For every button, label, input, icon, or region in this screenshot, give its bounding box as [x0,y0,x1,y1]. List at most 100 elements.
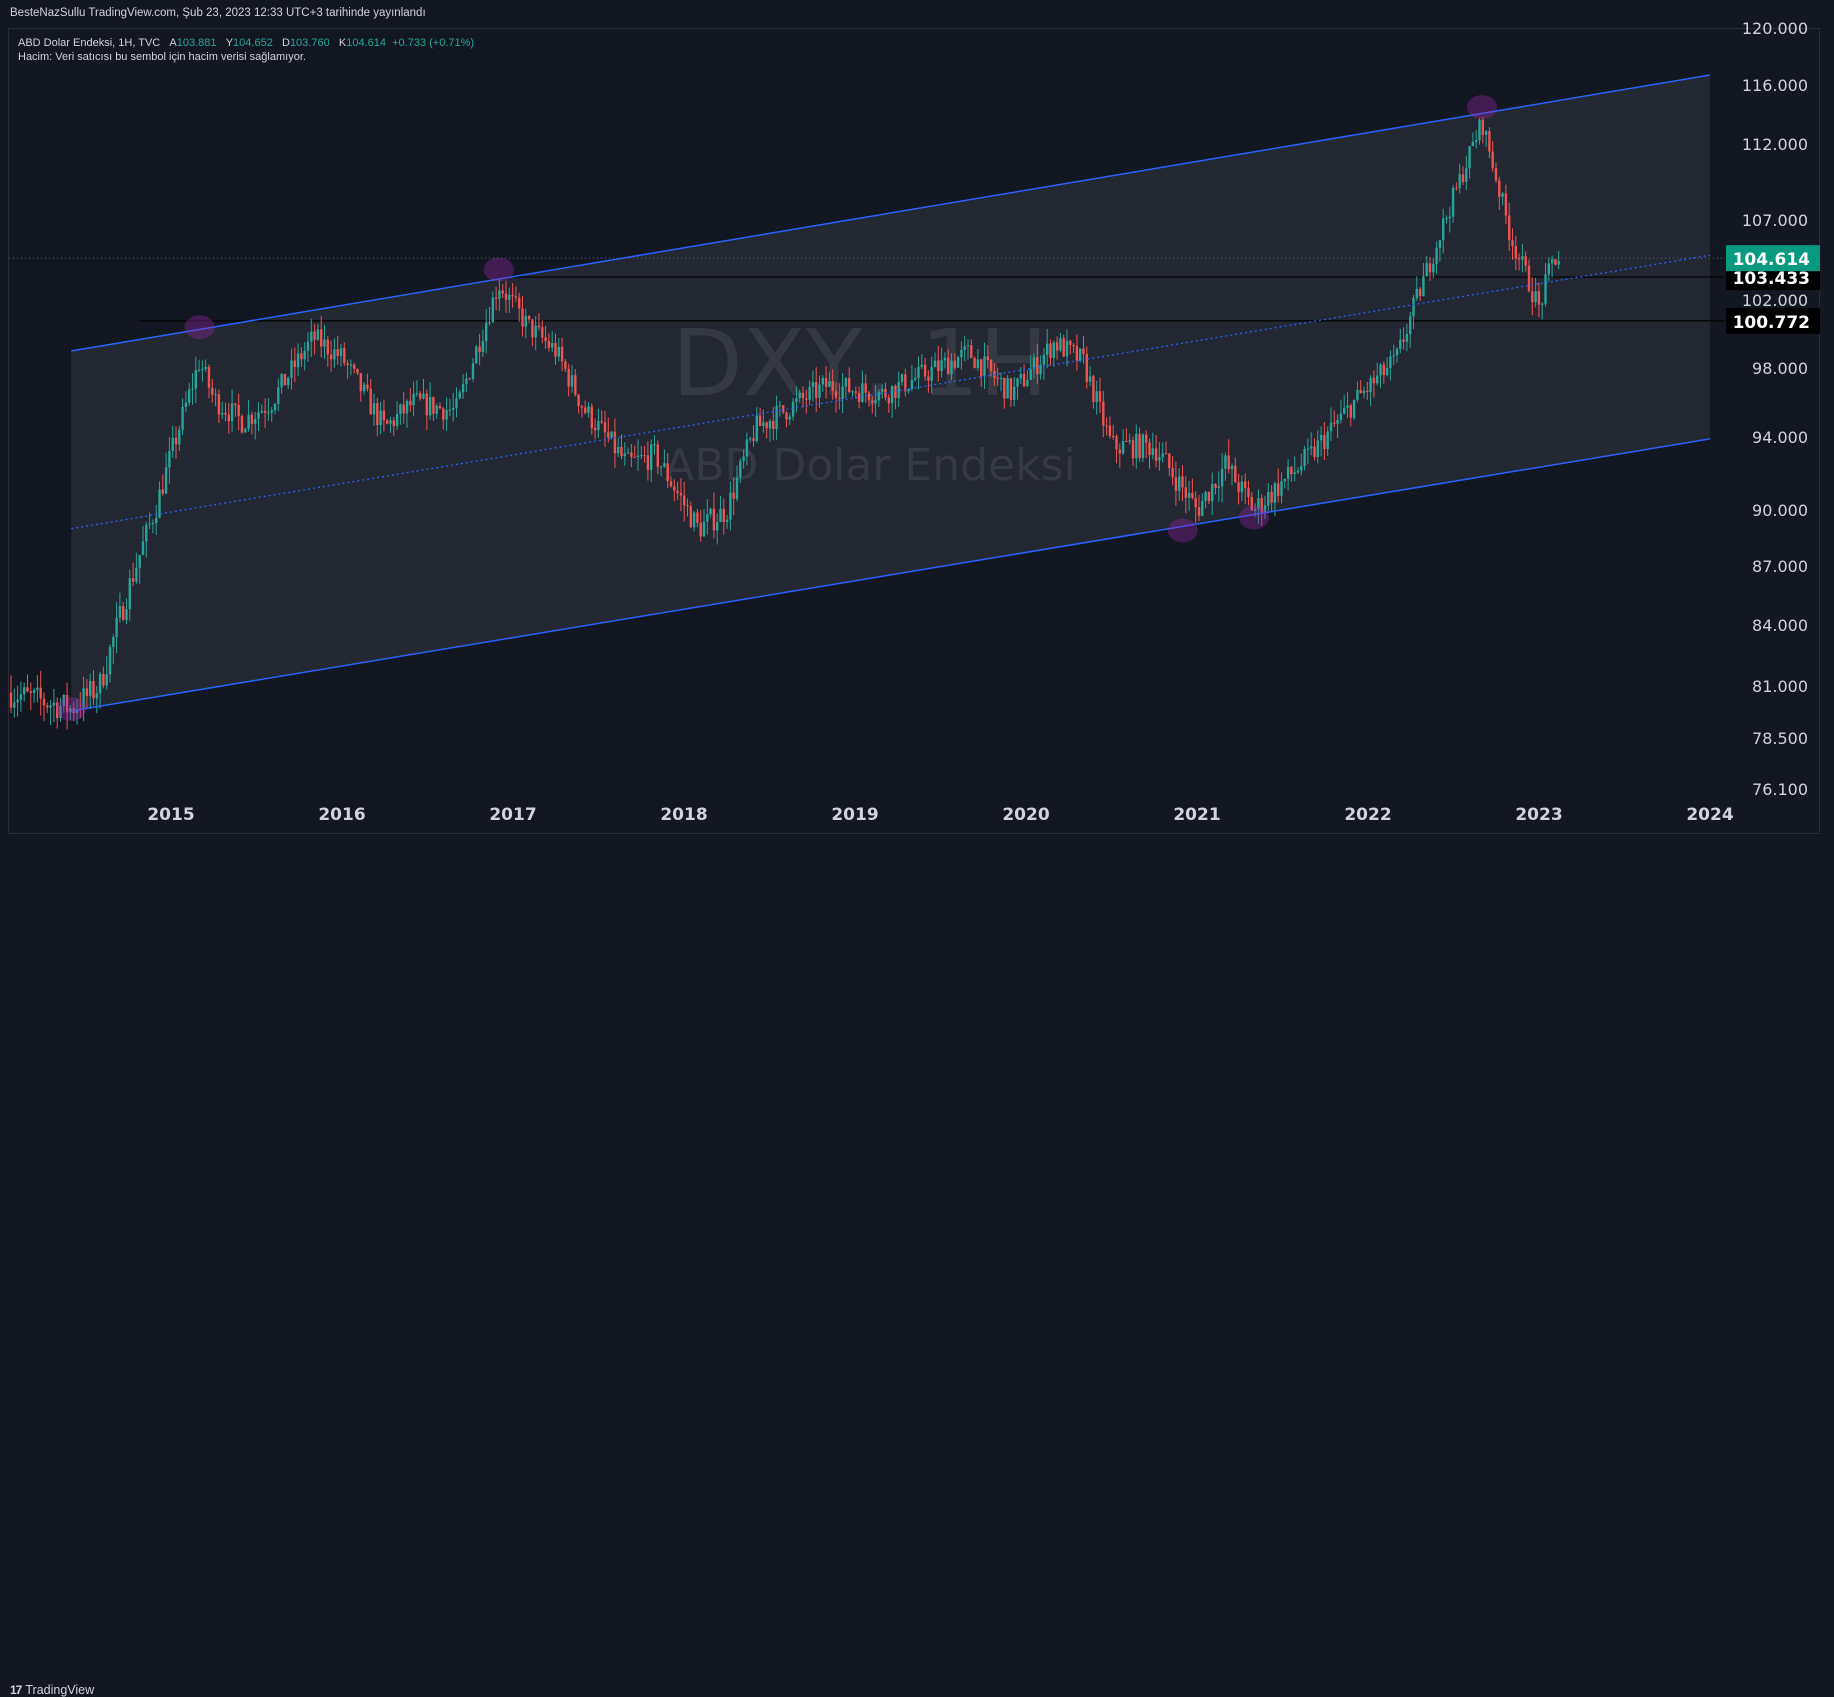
candle-body [692,512,696,528]
candle-body [118,606,122,618]
candle-body [1359,389,1362,394]
candle-body [663,463,666,467]
candle-body [1418,288,1422,297]
candle-body [930,367,933,381]
candle-body [805,398,808,400]
candle-body [544,337,547,342]
candle-body [164,467,168,494]
candle-body [1399,339,1402,349]
candle-body [168,450,171,468]
candle-body [1092,376,1095,402]
candle-body [1339,413,1343,420]
candle-body [201,368,204,370]
candle-body [442,408,445,420]
candle-body [349,364,353,366]
candle-body [1257,498,1260,510]
candle-body [815,382,818,398]
candle-body [1329,422,1333,432]
candle-body [1541,303,1544,305]
candle-body [1204,492,1207,501]
candle-body [131,578,135,582]
candle-body [1006,378,1009,399]
candle-body [1171,468,1174,478]
candle-body [953,360,956,368]
x-tick-label: 2016 [318,805,365,825]
candle-body [844,378,848,387]
candle-body [646,455,650,470]
candle-body [1115,436,1118,450]
candle-body [85,688,89,696]
candle-body [1504,193,1508,216]
candle-body [395,414,399,427]
candle-body [745,439,749,457]
candle-body [940,360,943,372]
candle-body [765,422,768,429]
candle-body [518,297,521,309]
candle-body [1521,256,1524,260]
candle-body [960,349,963,358]
candle-body [1227,455,1230,470]
candle-body [808,386,811,400]
candle-body [709,508,712,515]
candle-body [399,404,402,415]
candle-body [1352,399,1356,418]
candle-body [468,378,471,380]
x-tick-label: 2022 [1344,805,1391,825]
candle-body [1095,391,1098,402]
candle-body [1445,218,1448,220]
candle-body [389,420,392,424]
candle-body [593,427,597,431]
candle-body [986,356,989,361]
candle-body [197,369,201,371]
legend-symbol[interactable]: ABD Dolar Endeksi, 1H, TVC [18,37,161,49]
tradingview-logo[interactable]: 17 TradingView [10,1683,94,1697]
channel-upper-line [71,74,1711,352]
candle-body [577,394,580,407]
candle-body [1072,344,1075,347]
candle-body [1461,174,1465,182]
candle-body [504,293,508,300]
candle-body [386,420,389,424]
candle-body [300,353,303,360]
candle-body [19,694,23,700]
candle-body [1491,151,1494,169]
candle-body [956,357,960,368]
candle-body [1471,141,1475,147]
candle-body [1494,168,1498,181]
candle-body [428,396,432,416]
candle-body [758,415,762,426]
candle-body [927,376,930,381]
candle-body [267,412,270,414]
y-tick-label: 98.000 [1752,359,1808,378]
candle-body [135,567,138,582]
candle-body [227,414,230,422]
candle-body [1333,422,1336,424]
candle-body [1402,339,1405,342]
x-tick-label: 2015 [147,805,194,825]
candle-body [244,428,247,433]
candle-body [1442,218,1445,241]
candle-body [32,690,36,693]
candle-body [455,398,458,408]
candle-body [673,486,676,491]
candle-body [339,348,343,357]
candle-body [854,391,857,393]
candle-body [155,517,158,523]
candle-body [191,388,194,390]
candle-body [1234,465,1237,483]
candle-body [29,691,32,693]
candle-body [1316,440,1319,458]
candle-body [1554,259,1557,265]
candle-body [39,687,42,699]
published-note: BesteNazSullu TradingView.com, Şub 23, 2… [10,7,426,19]
candle-body [867,392,871,401]
candle-body [230,403,234,422]
candle-body [343,348,346,364]
legend-low-label: D [281,37,290,49]
chart-frame[interactable] [8,28,1820,834]
candle-body [937,360,940,372]
candle-body [633,456,636,458]
candle-body [1046,343,1049,355]
candle-body [475,346,478,364]
